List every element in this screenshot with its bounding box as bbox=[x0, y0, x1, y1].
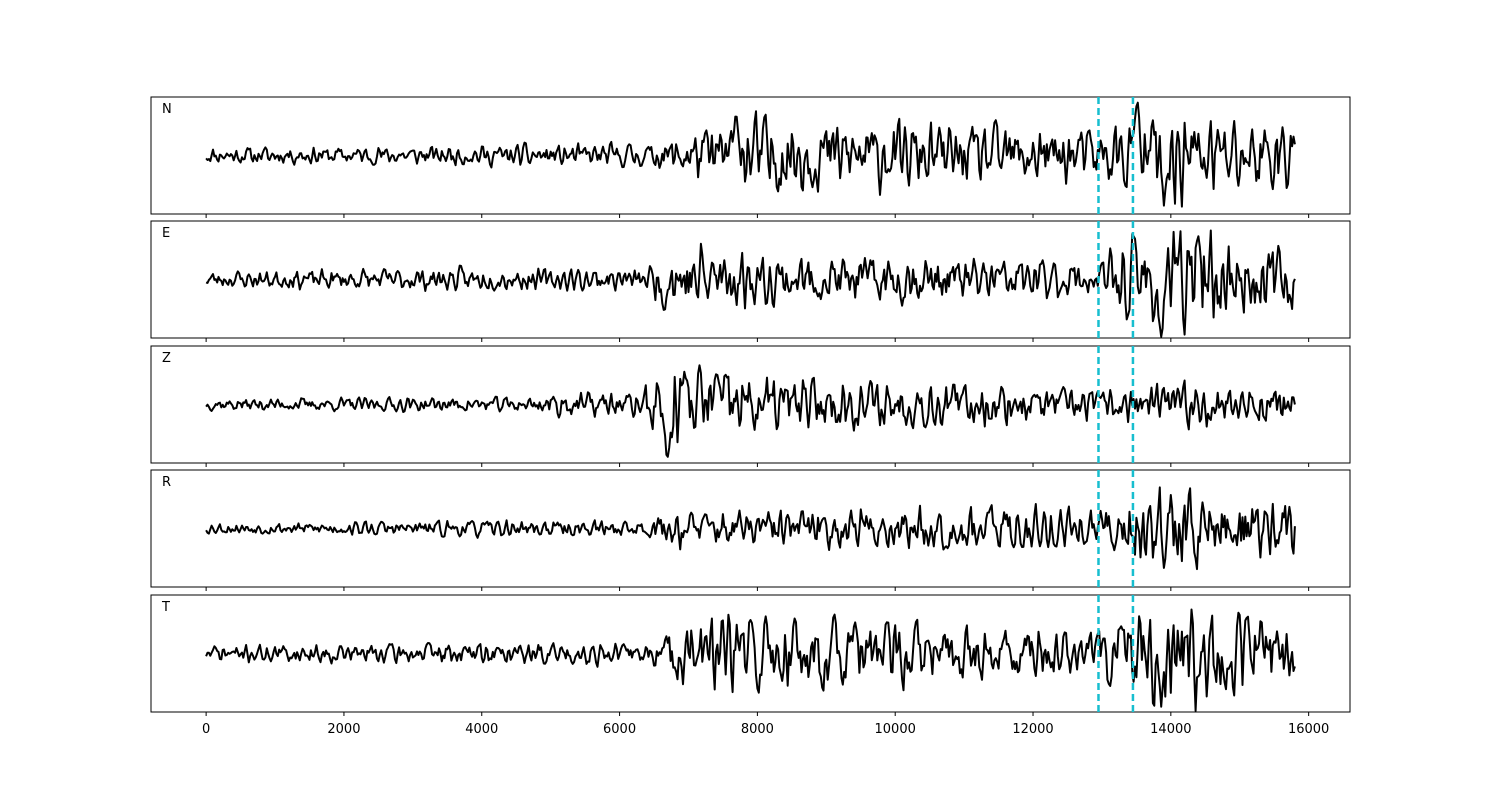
x-tick-label: 10000 bbox=[875, 722, 916, 737]
x-tick-label: 8000 bbox=[741, 722, 774, 737]
waveform-trace-Z bbox=[205, 364, 1296, 458]
panel-Z: Z bbox=[150, 345, 1351, 467]
waveform-trace-E bbox=[205, 229, 1296, 338]
panel-frame bbox=[150, 345, 1351, 464]
x-tick-label: 4000 bbox=[465, 722, 498, 737]
waveform-trace-R bbox=[205, 486, 1296, 571]
panel-T: T bbox=[150, 594, 1351, 713]
panel-label-Z: Z bbox=[162, 351, 171, 366]
x-axis: 0 2000 4000 6000 8000 10000 12000 14000 16000 bbox=[202, 712, 1329, 737]
panel-frame bbox=[150, 220, 1351, 339]
panel-label-E: E bbox=[162, 226, 170, 241]
panel-N: N bbox=[150, 96, 1351, 218]
waveform-panels: N E Z R T bbox=[150, 96, 1351, 713]
panel-E: E bbox=[150, 220, 1351, 342]
panel-frame bbox=[150, 594, 1351, 713]
x-tick-label: 12000 bbox=[1012, 722, 1053, 737]
panel-R: R bbox=[150, 469, 1351, 591]
panel-label-N: N bbox=[162, 102, 172, 117]
panel-frame bbox=[150, 96, 1351, 215]
panel-label-T: T bbox=[161, 600, 170, 615]
x-tick-label: 0 bbox=[202, 722, 210, 737]
panel-label-R: R bbox=[162, 475, 171, 490]
panel-frame bbox=[150, 469, 1351, 588]
x-tick-label: 2000 bbox=[327, 722, 360, 737]
x-tick-label: 6000 bbox=[603, 722, 636, 737]
x-tick-label: 16000 bbox=[1288, 722, 1329, 737]
x-tick-label: 14000 bbox=[1150, 722, 1191, 737]
waveform-trace-T bbox=[205, 608, 1296, 712]
waveform-trace-N bbox=[205, 101, 1296, 208]
